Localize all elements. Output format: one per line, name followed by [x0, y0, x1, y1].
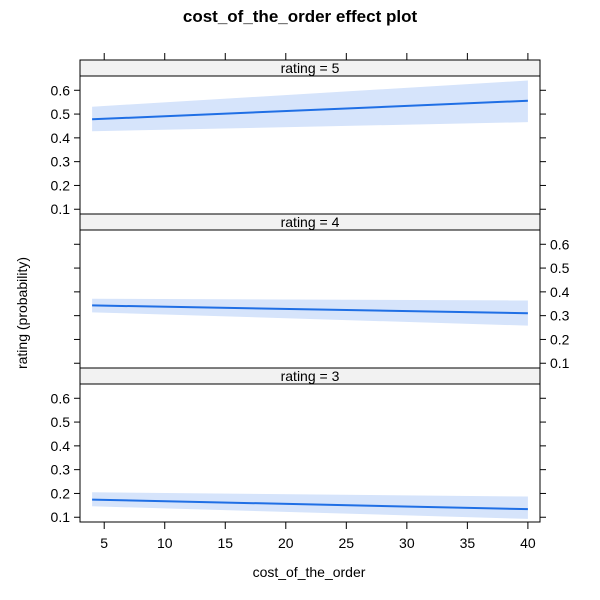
x-tick-label-2: 15 [217, 535, 233, 551]
x-tick-label-1: 10 [157, 535, 173, 551]
y-tick-label-2-0: 0.1 [550, 355, 570, 371]
panel-1: rating = 5 0.1 0.2 0.3 0.4 0.5 0.6 [51, 59, 546, 217]
confidence-band-3 [92, 492, 528, 519]
y-tick-label-3-2: 0.3 [51, 462, 71, 478]
y-tick-label-3-1: 0.2 [51, 485, 71, 501]
y-tick-label-1-3: 0.4 [51, 130, 71, 146]
panel-2: rating = 4 0.1 0.2 0.3 0.4 0.5 0.6 [74, 213, 570, 371]
y-tick-label-1-1: 0.2 [51, 177, 71, 193]
y-tick-label-3-4: 0.5 [51, 414, 71, 430]
y-tick-label-2-5: 0.6 [550, 236, 570, 252]
y-tick-label-2-2: 0.3 [550, 308, 570, 324]
effect-line-1 [92, 99, 528, 121]
y-tick-label-1-0: 0.1 [51, 201, 71, 217]
chart-title: cost_of_the_order effect plot [183, 7, 418, 26]
strip-label-3: rating = 3 [281, 368, 340, 384]
x-tick-label-4: 25 [339, 535, 355, 551]
y-tick-label-1-4: 0.5 [51, 106, 71, 122]
x-tick-label-5: 30 [399, 535, 415, 551]
y-tick-label-2-4: 0.5 [550, 260, 570, 276]
y-tick-label-1-5: 0.6 [51, 82, 71, 98]
x-tick-label-3: 20 [278, 535, 294, 551]
x-tick-label-7: 40 [520, 535, 536, 551]
effect-line-2 [92, 304, 528, 315]
y-tick-label-2-3: 0.4 [550, 284, 570, 300]
y-tick-label-2-1: 0.2 [550, 331, 570, 347]
effect-line-3 [92, 498, 528, 511]
y-tick-label-1-2: 0.3 [51, 154, 71, 170]
x-tick-label-0: 5 [100, 535, 108, 551]
confidence-band-1 [92, 80, 528, 132]
y-tick-label-3-3: 0.4 [51, 438, 71, 454]
y-tick-label-3-5: 0.6 [51, 390, 71, 406]
x-tick-label-6: 35 [460, 535, 476, 551]
y-axis-label: rating (probability) [14, 257, 30, 369]
y-tick-label-3-0: 0.1 [51, 509, 71, 525]
panel-3: rating = 3 0.1 0.2 0.3 0.4 0.5 0.6 [51, 367, 546, 525]
confidence-band-2 [92, 298, 528, 326]
x-axis-label: cost_of_the_order [253, 564, 366, 580]
panel-frame-3 [79, 383, 541, 523]
strip-label-2: rating = 4 [281, 214, 340, 230]
panels: rating = 5 0.1 0.2 0.3 0.4 0.5 0.6 rating = 4 0.… [51, 53, 570, 551]
strip-label-1: rating = 5 [281, 60, 340, 76]
